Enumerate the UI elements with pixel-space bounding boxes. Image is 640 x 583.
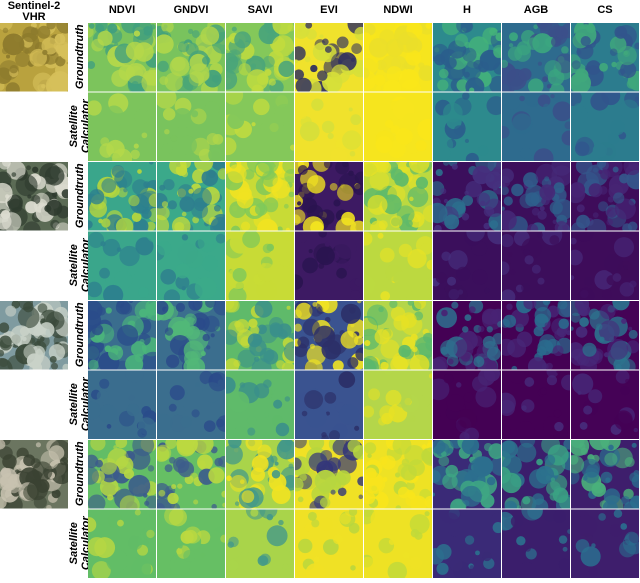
index-map (364, 440, 432, 509)
row-label: Groundtruth (74, 302, 86, 367)
row-label: Satellite (68, 383, 80, 425)
row-label: Satellite (68, 522, 80, 564)
index-map (502, 23, 570, 92)
index-map (571, 162, 639, 231)
index-map (433, 162, 501, 231)
index-map (502, 301, 570, 370)
index-map (295, 301, 363, 370)
index-map (88, 162, 156, 231)
row-label: Groundtruth (74, 441, 86, 506)
index-map (226, 509, 294, 578)
header-title: VHR (22, 11, 45, 23)
index-map (88, 301, 156, 370)
index-map (157, 509, 225, 578)
rgb-image (0, 162, 68, 231)
index-map (571, 440, 639, 509)
index-map (88, 440, 156, 509)
column-header: SAVI (248, 4, 273, 16)
index-map (433, 509, 501, 578)
index-map (502, 162, 570, 231)
column-header: NDWI (383, 4, 412, 16)
index-map (157, 92, 225, 161)
row-label: Groundtruth (74, 163, 86, 228)
index-map (433, 301, 501, 370)
index-map (295, 440, 363, 509)
column-header: AGB (524, 4, 549, 16)
rgb-image (0, 440, 68, 509)
index-map (571, 231, 639, 300)
index-map (226, 231, 294, 300)
column-header: EVI (320, 4, 338, 16)
index-map (295, 162, 363, 231)
index-map (295, 92, 363, 161)
index-map (88, 23, 156, 92)
column-header: NDVI (109, 4, 135, 16)
index-map (433, 440, 501, 509)
index-map (88, 231, 156, 300)
index-map (571, 23, 639, 92)
index-map (226, 92, 294, 161)
index-map (157, 23, 225, 92)
index-map (295, 23, 363, 92)
index-map (502, 231, 570, 300)
index-map (364, 162, 432, 231)
index-map (226, 23, 294, 92)
index-map (157, 231, 225, 300)
index-map (364, 231, 432, 300)
row-label: Satellite (68, 244, 80, 286)
index-map (502, 440, 570, 509)
index-map (157, 370, 225, 439)
index-map (502, 370, 570, 439)
column-header: H (463, 4, 471, 16)
index-map (433, 370, 501, 439)
index-map (364, 92, 432, 161)
index-map (157, 440, 225, 509)
index-map (157, 301, 225, 370)
index-map (295, 370, 363, 439)
index-map (88, 509, 156, 578)
index-map (433, 23, 501, 92)
index-map (295, 509, 363, 578)
index-map (364, 23, 432, 92)
row-label: Groundtruth (74, 24, 86, 89)
rgb-image (0, 301, 68, 370)
index-map (226, 370, 294, 439)
index-map (88, 92, 156, 161)
column-header: CS (597, 4, 612, 16)
index-map (364, 509, 432, 578)
header-title: Sentinel-2 (8, 0, 61, 12)
index-map (433, 92, 501, 161)
index-map (571, 509, 639, 578)
index-map (433, 231, 501, 300)
column-header: GNDVI (174, 4, 209, 16)
index-map (88, 370, 156, 439)
index-map (502, 92, 570, 161)
index-map (226, 440, 294, 509)
index-map (226, 162, 294, 231)
rgb-image (0, 23, 68, 92)
index-map (571, 370, 639, 439)
index-map (364, 301, 432, 370)
row-label: Satellite (68, 105, 80, 147)
index-map (502, 509, 570, 578)
index-map (571, 92, 639, 161)
index-map (226, 301, 294, 370)
index-map (364, 370, 432, 439)
index-map (571, 301, 639, 370)
index-map (157, 162, 225, 231)
index-map (295, 231, 363, 300)
